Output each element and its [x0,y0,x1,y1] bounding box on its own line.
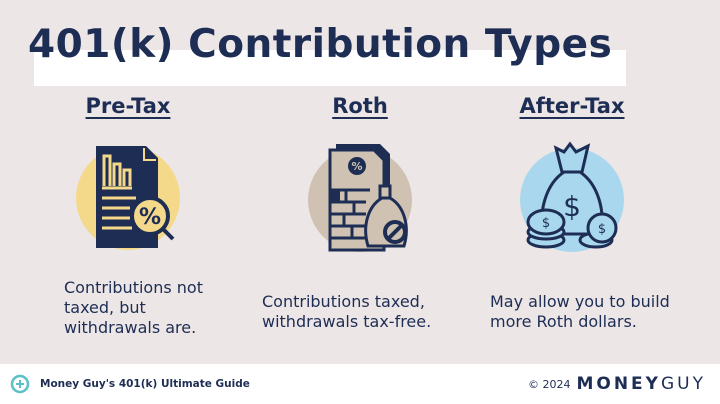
title-block: 401(k) Contribution Types [28,22,626,86]
description-after-tax: May allow you to build more Roth dollars… [490,292,670,331]
document-money-bag-no-tax-icon: % [308,144,412,252]
heading-pre-tax: Pre-Tax [85,94,171,118]
heading-roth: Roth [332,94,388,118]
column-pre-tax: Pre-Tax % [8,94,248,256]
svg-text:$: $ [598,222,606,237]
svg-text:%: % [139,205,161,230]
svg-text:$: $ [563,190,581,223]
chat-bubble-plus-icon [10,374,30,394]
title-highlight [34,50,626,86]
heading-after-tax: After-Tax [519,94,625,118]
logo-guy: GUY [660,374,706,394]
copyright: © 2024 [527,377,571,391]
svg-text:%: % [351,160,362,173]
column-after-tax: After-Tax $ $ $ [452,94,692,256]
column-roth: Roth % [240,94,480,256]
money-bag-coins-icon: $ $ $ [520,141,624,252]
description-roth: Contributions taxed, withdrawals tax-fre… [262,292,432,331]
logo-money: MONEY [576,374,661,394]
guide-title: Money Guy's 401(k) Ultimate Guide [40,378,250,390]
moneyguy-logo: MONEYGUY [576,374,706,394]
footer: Money Guy's 401(k) Ultimate Guide © 2024… [0,364,720,404]
svg-text:$: $ [542,216,550,231]
description-pre-tax: Contributions not taxed, but withdrawals… [64,278,203,337]
document-percent-magnifier-icon: % [76,146,180,250]
page-title: 401(k) Contribution Types [28,22,613,67]
